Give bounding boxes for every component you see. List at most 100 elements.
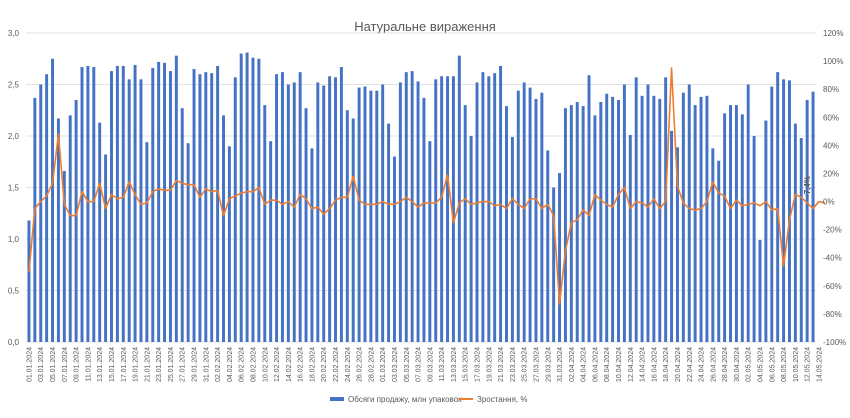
x-tick-label: 14.02.2024 (286, 347, 293, 382)
bar (404, 72, 408, 342)
x-tick-label: 05.01.2024 (50, 347, 57, 382)
x-tick-label: 28.02.2024 (368, 347, 375, 382)
chart-title: Натуральне вираження (354, 19, 496, 34)
bar (622, 84, 626, 342)
bar (505, 106, 508, 342)
bar (133, 64, 137, 343)
x-tick-label: 14.04.2024 (640, 347, 647, 382)
bar (121, 65, 125, 343)
x-tick-label: 07.01.2024 (62, 347, 69, 382)
x-tick-label: 11.03.2024 (439, 347, 446, 382)
bar (475, 82, 479, 342)
bar (127, 79, 131, 342)
x-tick-label: 27.03.2024 (533, 347, 540, 382)
bar (681, 92, 685, 343)
gridlines (26, 32, 816, 343)
bar (587, 75, 591, 342)
right-tick-label: 120% (823, 29, 843, 38)
bar (776, 72, 780, 342)
bar (222, 115, 225, 343)
bar (770, 86, 774, 342)
right-tick-label: -100% (823, 338, 846, 347)
bar (634, 77, 638, 342)
x-tick-label: 06.05.2024 (769, 347, 776, 382)
x-tick-label: 14.05.2024 (816, 347, 823, 382)
bar (563, 108, 567, 342)
bar (493, 73, 497, 343)
right-tick-label: 60% (823, 113, 839, 122)
x-tick-label: 28.04.2024 (722, 347, 729, 382)
bar (174, 55, 178, 342)
x-tick-label: 31.01.2024 (203, 347, 210, 382)
x-tick-label: 10.05.2024 (793, 347, 800, 382)
x-tick-label: 02.04.2024 (569, 347, 576, 382)
bar (62, 171, 66, 342)
x-axis-ticks: 01.01.2024 03.01.2024 05.01.2024 07.01.2024… (26, 347, 823, 382)
x-tick-label: 11.01.2024 (85, 347, 92, 382)
bar (440, 76, 444, 342)
x-tick-label: 04.04.2024 (581, 347, 588, 382)
x-tick-label: 26.04.2024 (710, 347, 717, 382)
bar (381, 84, 385, 342)
bar (369, 90, 373, 343)
x-tick-label: 22.04.2024 (687, 347, 694, 382)
bar (139, 79, 143, 342)
bar (163, 62, 167, 343)
x-tick-label: 21.01.2024 (144, 347, 151, 382)
x-tick-label: 12.05.2024 (805, 347, 812, 382)
x-tick-label: 08.02.2024 (250, 347, 257, 382)
bar (652, 95, 656, 342)
bar (552, 187, 556, 342)
bar (245, 52, 249, 342)
x-tick-label: 12.04.2024 (628, 347, 635, 382)
bar (239, 53, 243, 342)
bar (210, 73, 214, 343)
x-tick-label: 31.03.2024 (557, 347, 564, 382)
bar (593, 115, 597, 343)
x-tick-label: 02.05.2024 (746, 347, 753, 382)
bar (233, 77, 237, 342)
bar (711, 148, 715, 342)
x-tick-label: 26.02.2024 (357, 347, 364, 382)
bar (251, 57, 255, 342)
x-tick-label: 10.02.2024 (262, 347, 269, 382)
bar (617, 99, 620, 342)
bar (540, 92, 544, 343)
x-tick-label: 04.02.2024 (227, 347, 234, 382)
bar (664, 77, 668, 342)
left-tick-label: 1,0 (8, 235, 20, 244)
bar (68, 115, 72, 343)
bar (398, 82, 402, 342)
annotations: -7,4% (803, 176, 812, 197)
bar (723, 113, 727, 342)
right-tick-label: 100% (823, 57, 843, 66)
annotation-label: -7,4% (803, 176, 812, 197)
bar (157, 61, 161, 343)
bar (115, 65, 119, 343)
bar (793, 123, 797, 342)
right-tick-label: 20% (823, 169, 839, 178)
x-tick-label: 27.01.2024 (180, 347, 187, 382)
bar (575, 102, 579, 342)
x-tick-label: 07.03.2024 (416, 347, 423, 382)
x-tick-label: 03.03.2024 (392, 347, 399, 382)
x-tick-label: 29.03.2024 (545, 347, 552, 382)
bar (39, 84, 43, 342)
legend: Обсяги продажу, млн упаковок Зростання, … (330, 395, 527, 404)
bar (699, 96, 703, 342)
bar (658, 98, 662, 342)
x-tick-label: 10.04.2024 (616, 347, 623, 382)
bar (145, 142, 149, 342)
bar (110, 71, 113, 343)
bar (98, 122, 102, 342)
right-tick-label: -60% (823, 282, 842, 291)
bar-series (27, 52, 815, 343)
x-tick-label: 30.04.2024 (734, 347, 741, 382)
right-tick-label: -80% (823, 310, 842, 319)
bar (275, 74, 279, 342)
legend-label-bars: Обсяги продажу, млн упаковок (348, 395, 462, 404)
x-tick-label: 02.02.2024 (215, 347, 222, 382)
bar (434, 79, 438, 342)
bar (151, 68, 155, 343)
